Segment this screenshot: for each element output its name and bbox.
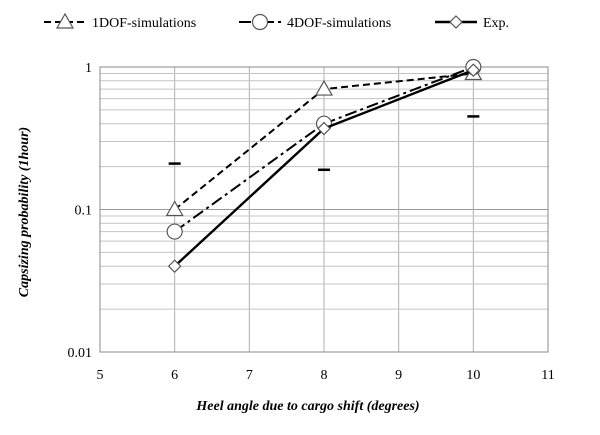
error-marks (168, 115, 480, 172)
triangle-marker (55, 12, 75, 29)
legend-label: 1DOF-simulations (92, 16, 196, 31)
legend: 1DOF-simulations 4DOF-simulations Exp. (44, 12, 509, 31)
x-tick-label: 6 (171, 368, 178, 383)
series-exp (167, 63, 481, 274)
x-tick-label: 11 (541, 368, 554, 383)
triangle-marker (165, 200, 184, 217)
grid-lines (99, 66, 549, 353)
x-tick-label: 8 (321, 368, 328, 383)
plot-frame (99, 66, 549, 353)
diamond-marker (167, 259, 182, 274)
y-tick-labels: 0.01 0.1 1 (68, 61, 93, 361)
diamond-marker (317, 121, 331, 136)
legend-label: Exp. (483, 16, 509, 31)
x-tick-labels: 5 6 7 8 9 10 11 (97, 368, 555, 383)
y-axis-label: Capsizing probability (1hour) (17, 127, 32, 297)
circle-marker (166, 223, 183, 240)
x-tick-label: 10 (466, 368, 480, 383)
series-layer (165, 58, 483, 274)
diamond-marker (466, 63, 481, 78)
triangle-marker (314, 79, 334, 96)
x-tick-label: 5 (97, 368, 104, 383)
y-tick-label: 0.01 (68, 346, 93, 361)
x-tick-label: 9 (395, 368, 402, 383)
legend-entry: Exp. (435, 15, 509, 31)
legend-entry: 1DOF-simulations (44, 12, 196, 31)
x-axis-label: Heel angle due to cargo shift (degrees) (195, 399, 419, 414)
x-tick-label: 7 (246, 368, 253, 383)
circle-marker (251, 13, 269, 31)
y-tick-label: 1 (85, 61, 92, 76)
y-tick-label: 0.1 (75, 204, 93, 219)
diamond-marker (449, 15, 463, 29)
legend-label: 4DOF-simulations (287, 16, 391, 31)
legend-entry: 4DOF-simulations (239, 13, 391, 31)
